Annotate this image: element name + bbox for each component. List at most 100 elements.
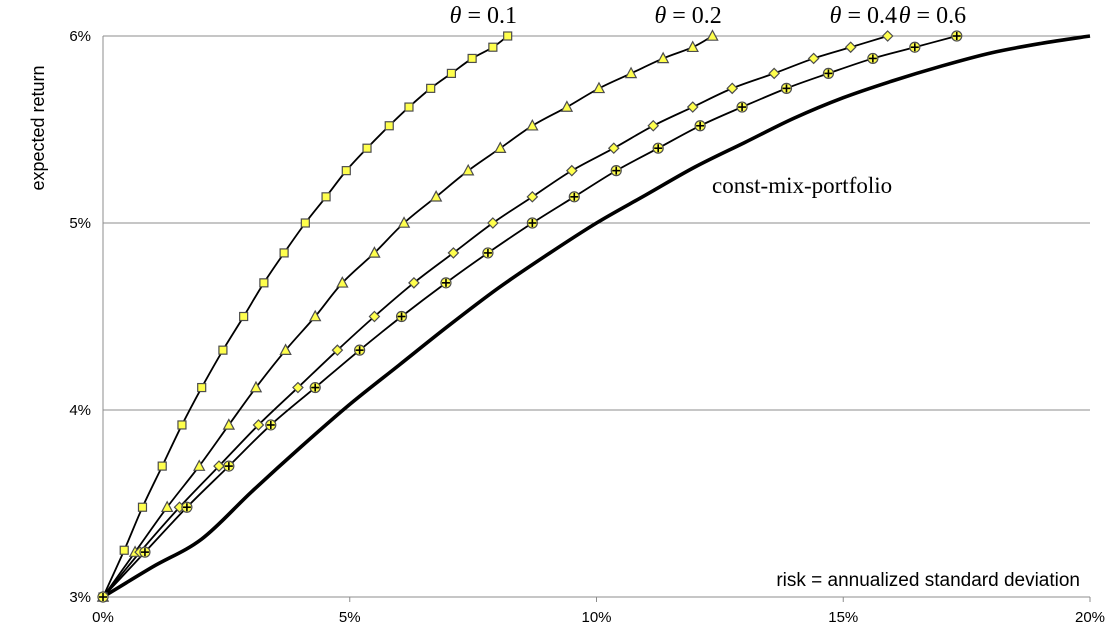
square-marker	[321, 192, 331, 202]
plus-marker	[822, 67, 835, 80]
diamond-marker	[213, 460, 225, 472]
square-marker	[157, 461, 167, 471]
y-axis-title: expected return	[28, 65, 48, 190]
triangle-marker	[429, 190, 443, 202]
theta-value: = 0.1	[461, 3, 517, 29]
theta-2-line	[102, 35, 713, 598]
diamond-marker	[368, 310, 381, 323]
theta-symbol: θ	[654, 3, 666, 29]
diamond-marker	[607, 142, 620, 155]
theta-symbol: θ	[899, 3, 911, 29]
plus-marker	[97, 591, 109, 603]
square-marker	[362, 143, 372, 153]
triangle-marker	[526, 118, 539, 131]
x-tick-label: 15%	[828, 609, 858, 626]
y-tick-label: 4%	[69, 402, 91, 419]
square-marker	[488, 42, 498, 52]
x-axis-title: risk = annualized standard deviation	[776, 570, 1080, 591]
square-marker	[239, 311, 249, 322]
plus-marker	[652, 142, 664, 154]
diamond-marker	[408, 276, 420, 289]
triangle-marker	[160, 500, 174, 513]
theta-value: = 0.2	[666, 3, 722, 29]
square-marker	[503, 31, 513, 41]
plus-marker	[181, 501, 193, 513]
diamond-marker	[726, 82, 739, 95]
theta-value: = 0.4	[841, 3, 897, 29]
square-marker	[404, 102, 414, 112]
diamond-marker	[768, 67, 781, 80]
plus-marker	[440, 277, 452, 289]
triangle-marker	[656, 51, 670, 64]
square-marker	[300, 218, 310, 228]
plus-marker	[223, 460, 235, 472]
triangle-marker	[592, 81, 606, 94]
plus-marker	[867, 52, 879, 65]
square-marker	[259, 278, 269, 288]
const-mix-portfolio-label: const-mix-portfolio	[712, 173, 892, 198]
triangle-marker	[336, 276, 349, 288]
theta-2-series-label: θ = 0.2	[654, 3, 721, 29]
square-marker	[279, 248, 289, 258]
triangle-marker	[368, 246, 381, 258]
plus-marker	[482, 247, 494, 259]
diamond-marker	[526, 190, 539, 203]
plus-marker	[526, 217, 538, 229]
triangle-marker	[706, 29, 719, 41]
square-marker	[341, 166, 351, 176]
plus-marker	[139, 546, 151, 558]
x-tick-label: 5%	[339, 609, 361, 626]
diamond-marker	[844, 41, 857, 54]
theta-3-series-label: θ = 0.4	[830, 3, 897, 29]
x-tick-label: 10%	[581, 609, 611, 626]
x-tick-label: 20%	[1075, 609, 1105, 626]
y-tick-label: 5%	[69, 215, 91, 232]
square-marker	[446, 68, 457, 79]
triangle-marker	[686, 40, 699, 53]
theta-1-series-label: θ = 0.1	[450, 3, 517, 29]
square-marker	[384, 121, 394, 131]
theta-symbol: θ	[450, 3, 462, 29]
diamond-marker	[331, 344, 344, 357]
plus-marker	[694, 120, 706, 132]
plus-marker	[610, 165, 622, 177]
triangle-marker	[624, 66, 638, 79]
square-marker	[218, 345, 228, 355]
plus-marker	[354, 344, 366, 356]
diamond-marker	[881, 30, 894, 42]
square-marker	[137, 502, 148, 512]
square-marker	[426, 83, 436, 93]
square-marker	[119, 545, 129, 555]
plus-marker	[568, 191, 580, 203]
triangle-marker	[560, 100, 574, 112]
curve-layer	[102, 34, 1091, 599]
plus-marker	[780, 82, 793, 94]
label-layer: expected return risk = annualized standa…	[28, 3, 1105, 626]
triangle-marker	[279, 343, 292, 355]
square-marker	[467, 53, 477, 64]
diamond-marker	[686, 101, 699, 113]
square-marker	[197, 382, 207, 393]
triangle-marker	[222, 418, 236, 430]
plus-marker	[909, 41, 921, 53]
theta-value: = 0.6	[911, 3, 967, 29]
y-tick-label: 3%	[69, 589, 91, 606]
diamond-marker	[487, 217, 499, 229]
x-tick-label: 0%	[92, 609, 114, 626]
diamond-marker	[447, 247, 460, 259]
grid-layer	[102, 35, 1091, 602]
plus-marker	[736, 101, 748, 113]
triangle-marker	[193, 459, 206, 471]
diamond-marker	[647, 119, 660, 132]
square-marker	[177, 420, 187, 430]
diamond-marker	[252, 419, 265, 431]
plus-marker	[951, 30, 963, 42]
y-tick-label: 6%	[69, 28, 91, 45]
const-mix-portfolio-line	[102, 34, 1091, 599]
plus-marker	[395, 310, 408, 323]
triangle-marker	[249, 380, 263, 393]
triangle-marker	[309, 309, 322, 322]
diamond-marker	[565, 164, 578, 177]
triangle-marker	[397, 216, 411, 228]
